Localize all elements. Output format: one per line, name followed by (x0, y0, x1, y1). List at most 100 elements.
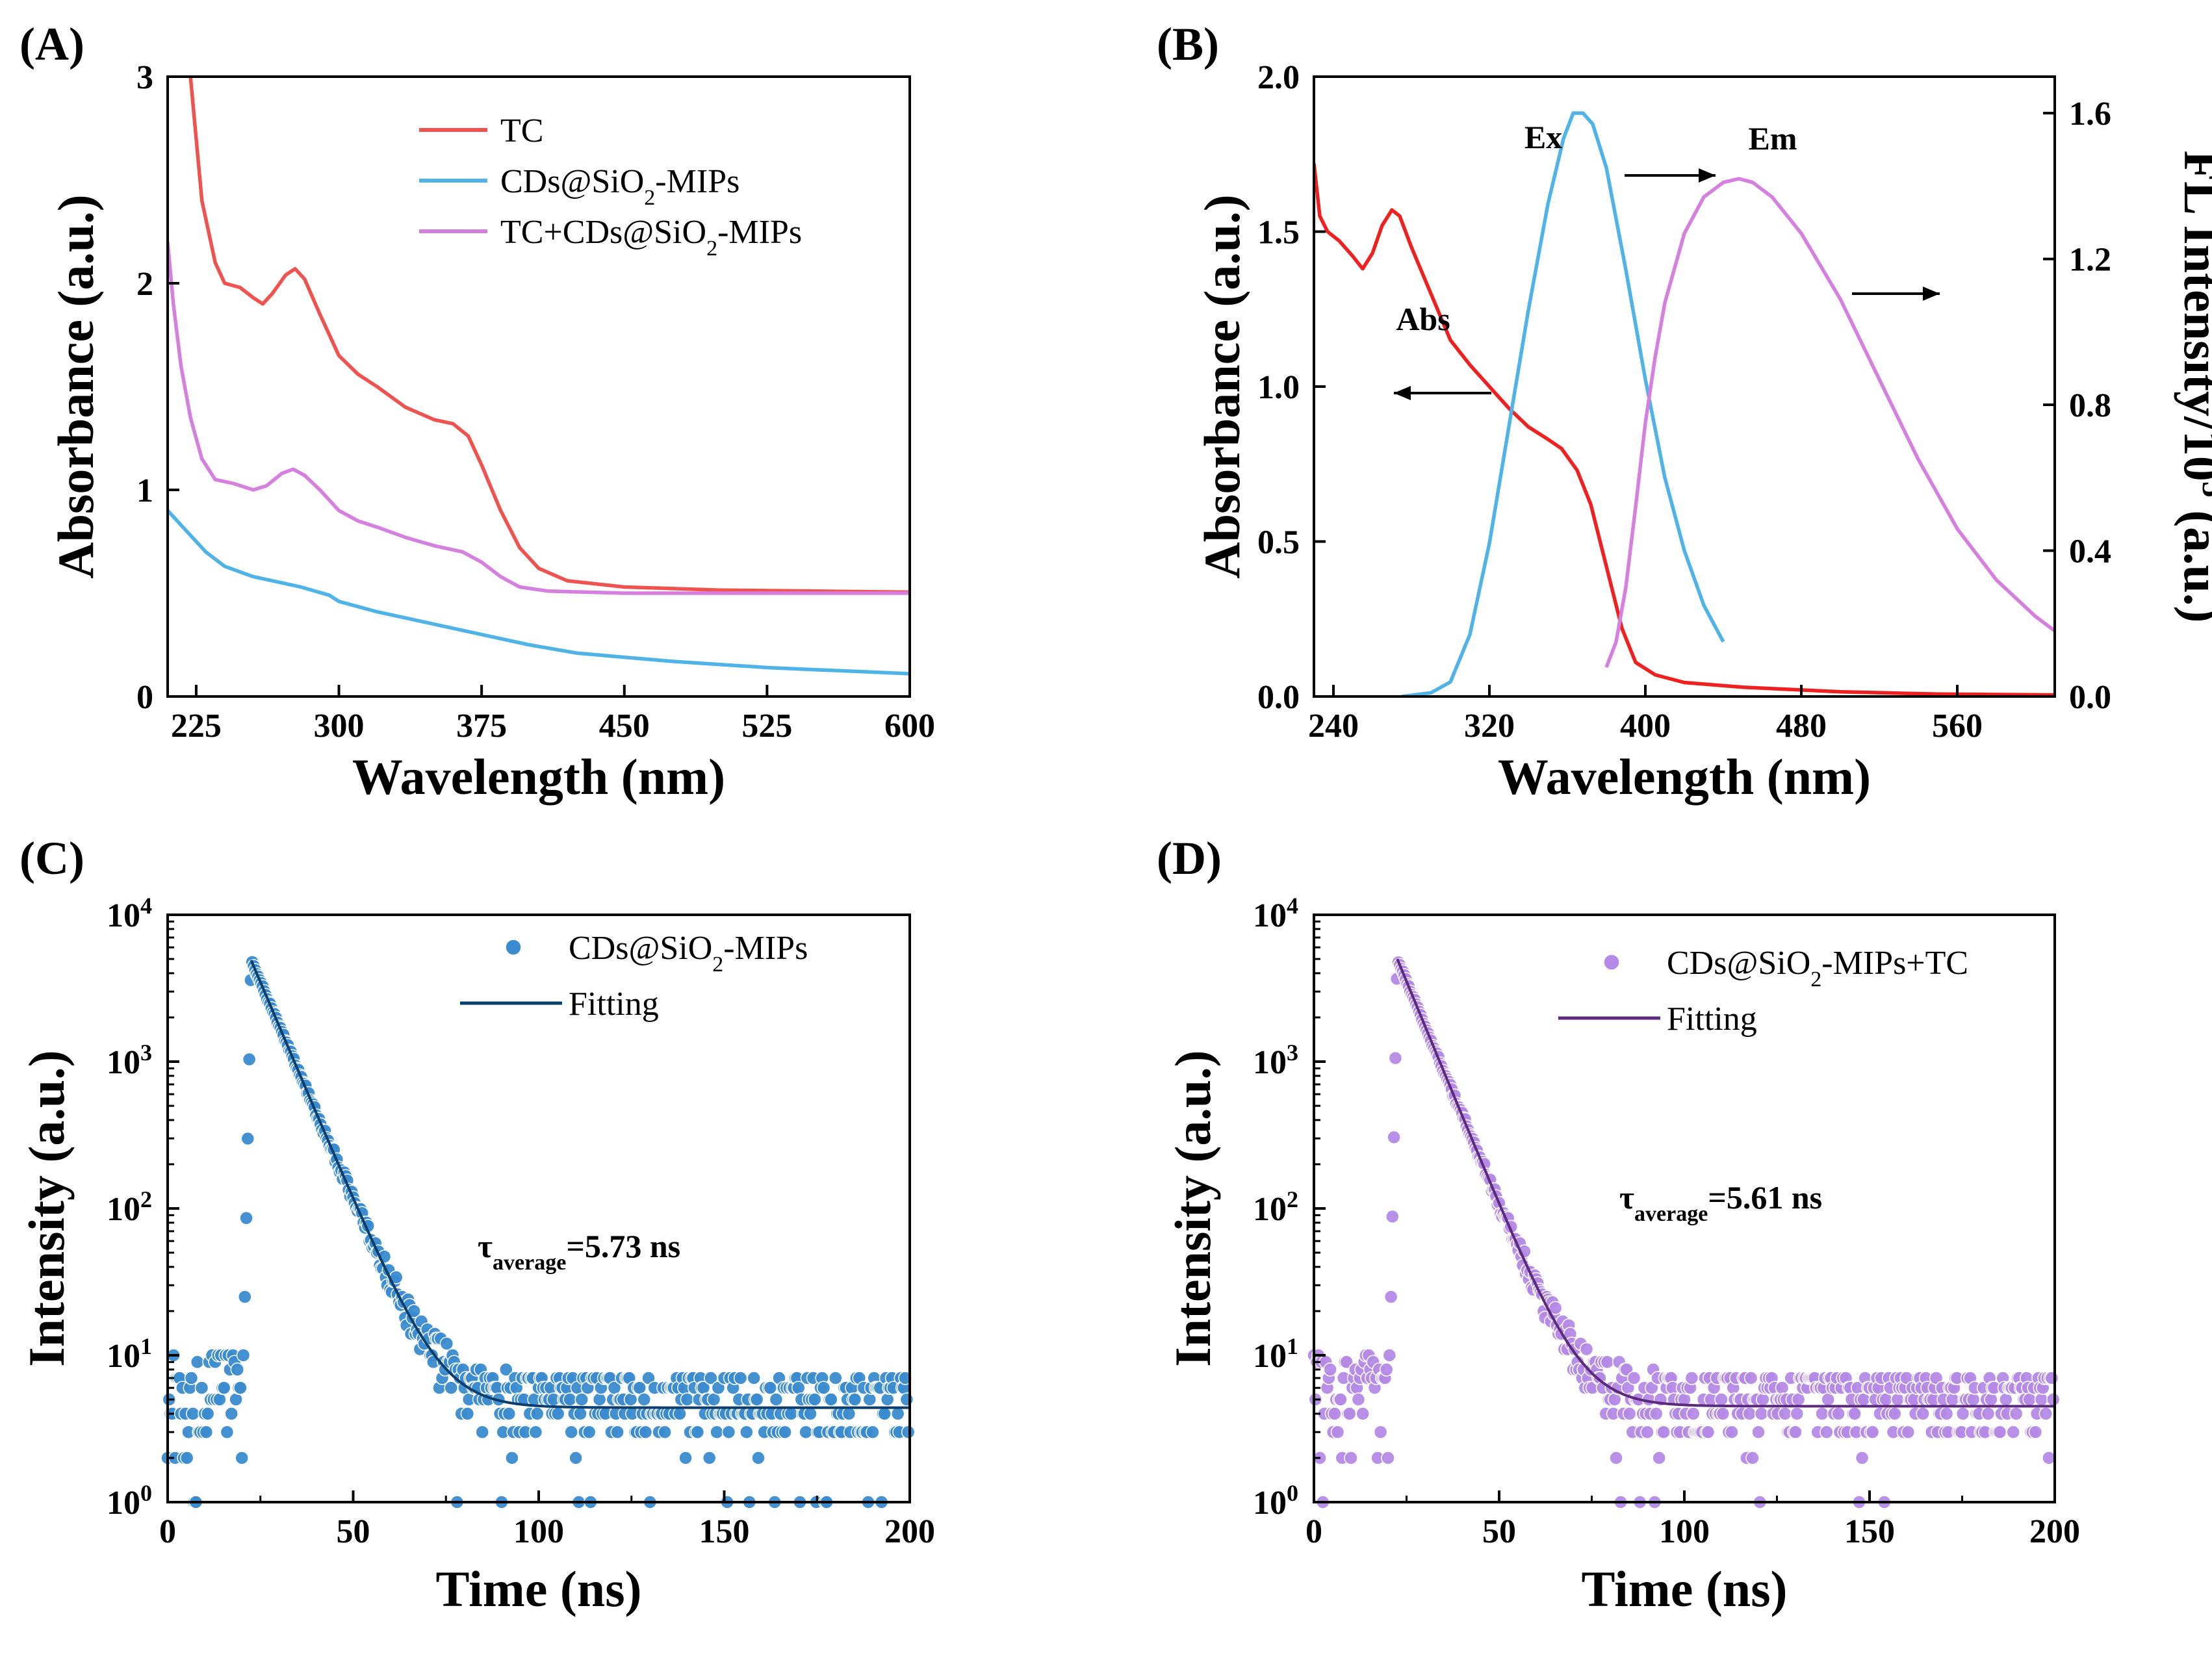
data-point (862, 1392, 877, 1407)
data-point (1381, 1451, 1395, 1465)
data-point (530, 1407, 545, 1421)
data-point (460, 1407, 475, 1421)
series-line-1 (1401, 111, 1725, 696)
legend-label: CDs@SiO2-MIPs (500, 163, 739, 210)
data-point (190, 1355, 205, 1370)
panel-letter: (A) (19, 18, 84, 70)
data-point (637, 1392, 651, 1407)
data-point (680, 1392, 695, 1407)
data-point (1790, 1407, 1805, 1421)
x-tick-label: 100 (513, 1513, 564, 1550)
data-point (573, 1407, 587, 1421)
data-point (673, 1407, 687, 1421)
x-tick-label: 600 (884, 708, 935, 745)
data-point (563, 1392, 577, 1407)
x-axis-title: Time (ns) (1581, 1561, 1787, 1617)
data-point (1640, 1425, 1654, 1439)
data-point (1756, 1392, 1770, 1407)
data-point (2044, 1371, 2059, 1385)
data-point (2028, 1425, 2043, 1439)
data-point (439, 1336, 454, 1351)
x-tick-label: 320 (1464, 708, 1515, 745)
data-point (528, 1425, 543, 1439)
y-tick-label: 1 (136, 472, 153, 509)
x-tick-label: 450 (599, 708, 650, 745)
panel-letter: (D) (1157, 832, 1222, 884)
data-point (1901, 1425, 1916, 1439)
data-point (710, 1425, 724, 1439)
data-point (1323, 1362, 1337, 1377)
y2-tick-label: 0.0 (2069, 679, 2111, 716)
x-tick-label: 200 (884, 1513, 935, 1550)
data-point (1815, 1407, 1829, 1421)
data-point (1649, 1407, 1664, 1421)
series-line-0 (188, 77, 910, 594)
data-point (212, 1392, 227, 1407)
data-point (242, 1052, 257, 1067)
data-point (200, 1407, 215, 1421)
x-axis-title: Wavelength (nm) (352, 748, 725, 805)
data-point (749, 1392, 764, 1407)
data-point (1751, 1425, 1766, 1439)
legend-marker (1603, 954, 1620, 971)
data-point (747, 1371, 761, 1385)
x-tick-label: 50 (337, 1513, 370, 1550)
data-point (1742, 1407, 1757, 1421)
x-axis-title: Time (ns) (435, 1561, 641, 1617)
data-point (186, 1407, 200, 1421)
data-point (739, 1425, 754, 1439)
data-point (1984, 1392, 1998, 1407)
x-tick-label: 100 (1659, 1513, 1710, 1550)
data-point (1788, 1425, 1803, 1439)
data-point (574, 1392, 589, 1407)
data-point (690, 1425, 705, 1439)
x-axis-title: Wavelength (nm) (1498, 748, 1871, 805)
x-tick-label: 525 (741, 708, 792, 745)
data-point (550, 1407, 565, 1421)
data-point (1745, 1451, 1760, 1465)
y-tick-label: 100 (107, 1480, 152, 1522)
data-point (2009, 1407, 2024, 1421)
data-point (1966, 1392, 1981, 1407)
points-group (1307, 955, 2061, 1509)
annotation-em: Em (1749, 120, 1797, 157)
data-point (1888, 1407, 1902, 1421)
data-point (1999, 1392, 2013, 1407)
legend-label: TC+CDs@SiO2-MIPs (500, 214, 802, 261)
y-axis-title: Absorbance (a.u.) (1194, 194, 1250, 579)
data-point (638, 1425, 653, 1439)
y-tick-label: 102 (1253, 1186, 1298, 1228)
data-point (1351, 1392, 1366, 1407)
plot-frame (166, 75, 911, 698)
chart-panel-3: (D) 0 50 100 150 200 100 101 102 103 104 Time (ns) I… (1157, 832, 2080, 1617)
data-point (799, 1425, 813, 1439)
data-point (505, 1451, 519, 1465)
data-point (784, 1407, 799, 1421)
data-point (1754, 1407, 1769, 1421)
data-point (702, 1451, 717, 1465)
data-point (1330, 1425, 1345, 1439)
fit-line (250, 960, 910, 1409)
data-point (880, 1392, 895, 1407)
legend-marker (505, 939, 522, 956)
legend-label: Fitting (1667, 1001, 1757, 1038)
panel-letter: (C) (19, 832, 84, 884)
data-point (1373, 1425, 1388, 1439)
data-point (230, 1362, 245, 1377)
data-point (1847, 1407, 1862, 1421)
data-point (499, 1362, 513, 1377)
data-point (803, 1407, 817, 1421)
data-point (1714, 1392, 1729, 1407)
data-point (1656, 1425, 1671, 1439)
series-line-2 (168, 242, 910, 595)
x-tick-label: 150 (699, 1513, 750, 1550)
legend-label: CDs@SiO2-MIPs+TC (1667, 945, 1968, 991)
data-point (224, 1407, 238, 1421)
data-point (733, 1371, 748, 1385)
y2-tick-label: 0.4 (2069, 533, 2111, 570)
data-point (706, 1392, 721, 1407)
data-point (229, 1392, 243, 1407)
data-point (582, 1425, 597, 1439)
data-point (1701, 1425, 1716, 1439)
x-tick-label: 0 (1305, 1513, 1322, 1550)
